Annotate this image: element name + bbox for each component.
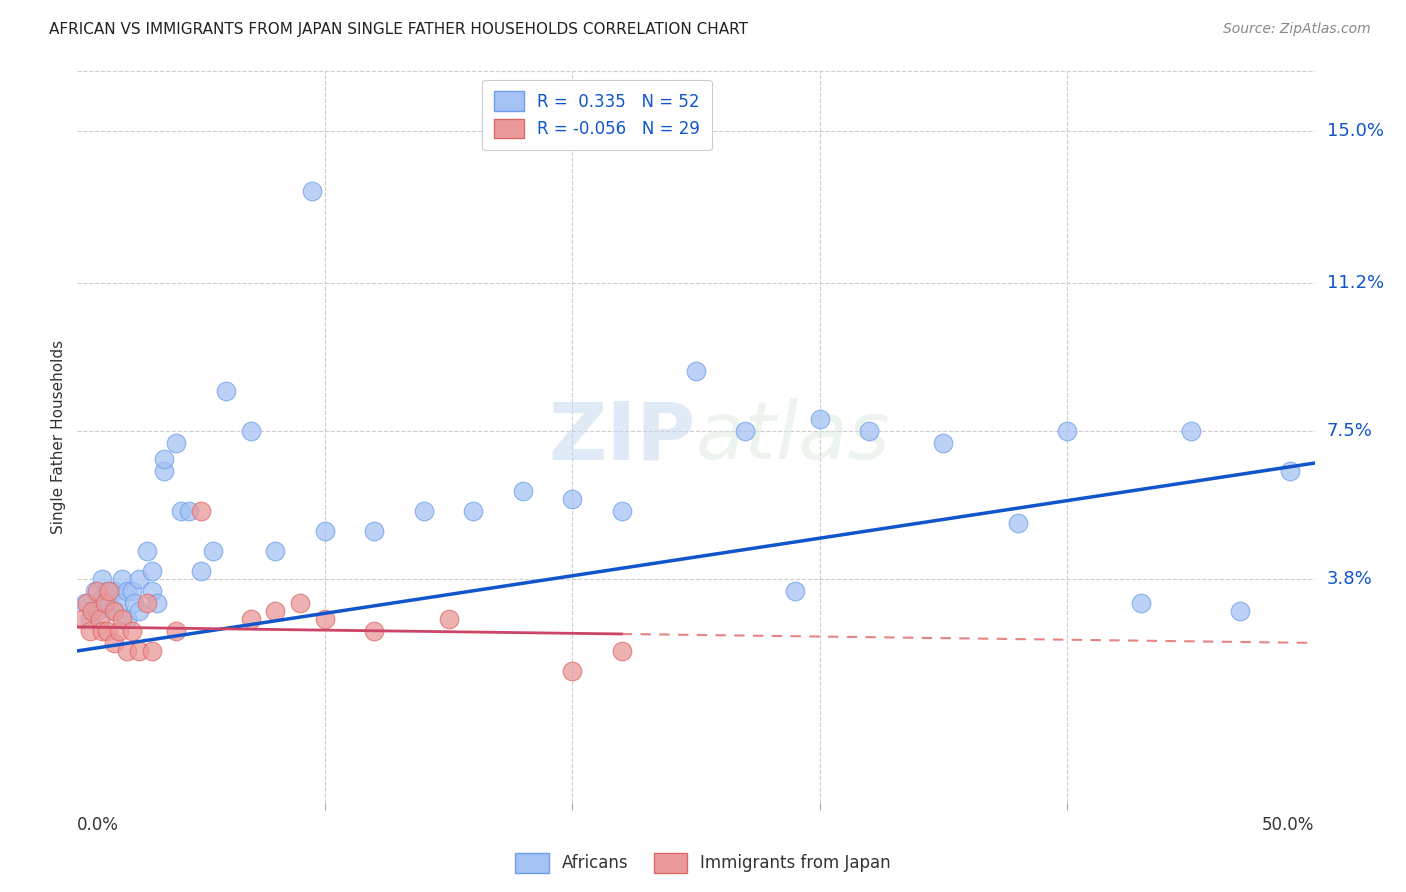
Point	[141, 584, 163, 599]
Point	[73, 596, 96, 610]
Point	[314, 612, 336, 626]
Text: Source: ZipAtlas.com: Source: ZipAtlas.com	[1223, 22, 1371, 37]
Point	[121, 624, 143, 638]
Point	[91, 624, 114, 638]
Point	[141, 564, 163, 578]
Point	[239, 612, 262, 626]
Point	[98, 596, 121, 610]
Point	[96, 584, 118, 599]
Y-axis label: Single Father Households: Single Father Households	[51, 340, 66, 534]
Point	[76, 596, 98, 610]
Point	[1278, 464, 1301, 478]
Point	[1007, 516, 1029, 530]
Point	[86, 584, 108, 599]
Point	[165, 624, 187, 638]
Point	[103, 584, 125, 599]
Text: 0.0%: 0.0%	[77, 816, 120, 834]
Point	[103, 604, 125, 618]
Point	[808, 412, 831, 426]
Point	[734, 424, 756, 438]
Point	[170, 504, 193, 518]
Point	[561, 664, 583, 678]
Legend: R =  0.335   N = 52, R = -0.056   N = 29: R = 0.335 N = 52, R = -0.056 N = 29	[482, 79, 711, 150]
Text: AFRICAN VS IMMIGRANTS FROM JAPAN SINGLE FATHER HOUSEHOLDS CORRELATION CHART: AFRICAN VS IMMIGRANTS FROM JAPAN SINGLE …	[49, 22, 748, 37]
Text: atlas: atlas	[696, 398, 891, 476]
Point	[314, 524, 336, 538]
Point	[190, 564, 212, 578]
Point	[932, 436, 955, 450]
Point	[202, 544, 225, 558]
Point	[153, 464, 176, 478]
Point	[437, 612, 460, 626]
Point	[1229, 604, 1251, 618]
Point	[128, 644, 150, 658]
Text: 15.0%: 15.0%	[1327, 122, 1384, 140]
Point	[115, 584, 138, 599]
Point	[103, 636, 125, 650]
Point	[83, 584, 105, 599]
Point	[108, 596, 131, 610]
Point	[153, 452, 176, 467]
Point	[145, 596, 167, 610]
Point	[93, 596, 115, 610]
Point	[215, 384, 238, 398]
Point	[111, 612, 134, 626]
Point	[288, 596, 311, 610]
Point	[1056, 424, 1078, 438]
Point	[783, 584, 806, 599]
Point	[121, 584, 143, 599]
Point	[610, 644, 633, 658]
Point	[103, 604, 125, 618]
Point	[363, 624, 385, 638]
Point	[79, 624, 101, 638]
Point	[96, 624, 118, 638]
Text: 3.8%: 3.8%	[1327, 570, 1372, 588]
Point	[115, 644, 138, 658]
Point	[685, 364, 707, 378]
Point	[1180, 424, 1202, 438]
Point	[463, 504, 485, 518]
Point	[89, 612, 111, 626]
Point	[165, 436, 187, 450]
Text: 50.0%: 50.0%	[1263, 816, 1315, 834]
Point	[301, 184, 323, 198]
Point	[115, 612, 138, 626]
Point	[86, 604, 108, 618]
Point	[135, 544, 157, 558]
Point	[177, 504, 200, 518]
Point	[363, 524, 385, 538]
Point	[264, 544, 287, 558]
Point	[128, 604, 150, 618]
Point	[122, 596, 145, 610]
Point	[108, 624, 131, 638]
Point	[264, 604, 287, 618]
Point	[91, 572, 114, 586]
Text: 7.5%: 7.5%	[1327, 422, 1372, 440]
Point	[1130, 596, 1153, 610]
Point	[412, 504, 434, 518]
Point	[512, 483, 534, 498]
Point	[72, 612, 94, 626]
Point	[111, 572, 134, 586]
Text: ZIP: ZIP	[548, 398, 696, 476]
Point	[141, 644, 163, 658]
Point	[128, 572, 150, 586]
Legend: Africans, Immigrants from Japan: Africans, Immigrants from Japan	[509, 847, 897, 880]
Text: 11.2%: 11.2%	[1327, 274, 1384, 293]
Point	[135, 596, 157, 610]
Point	[98, 584, 121, 599]
Point	[858, 424, 880, 438]
Point	[91, 591, 114, 606]
Point	[190, 504, 212, 518]
Point	[79, 612, 101, 626]
Point	[239, 424, 262, 438]
Point	[610, 504, 633, 518]
Point	[82, 604, 104, 618]
Point	[561, 491, 583, 506]
